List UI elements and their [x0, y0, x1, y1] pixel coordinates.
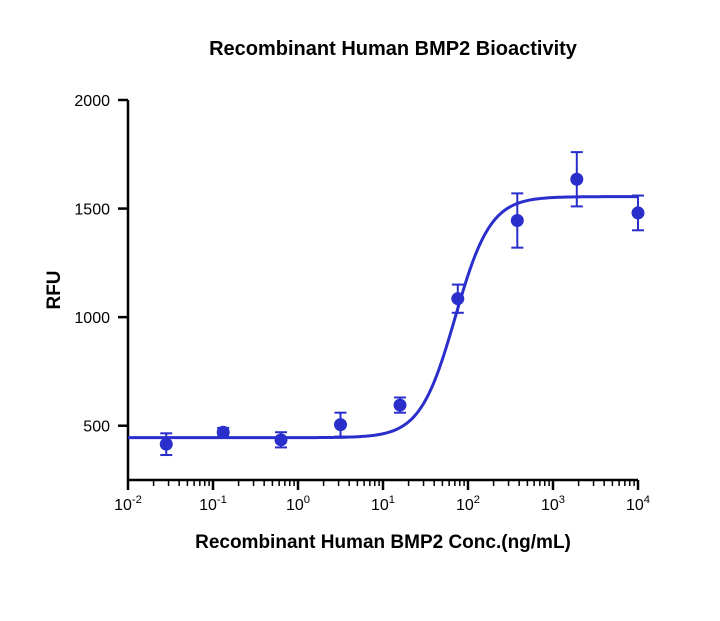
- y-tick-label: 500: [83, 419, 110, 436]
- y-tick-label: 1500: [74, 202, 110, 219]
- data-point: [334, 418, 347, 431]
- data-point: [570, 173, 583, 186]
- y-tick-label: 1000: [74, 310, 110, 327]
- y-axis-label: RFU: [44, 270, 65, 309]
- data-point: [511, 214, 524, 227]
- chart-title: Recombinant Human BMP2 Bioactivity: [209, 38, 578, 60]
- data-point: [217, 426, 230, 439]
- y-tick-label: 2000: [74, 93, 110, 110]
- data-point: [394, 399, 407, 412]
- data-point: [160, 438, 173, 451]
- chart-container: Recombinant Human BMP2 Bioactivity 500 100…: [0, 0, 720, 621]
- bioactivity-chart: Recombinant Human BMP2 Bioactivity 500 100…: [0, 0, 720, 621]
- data-point: [275, 433, 288, 446]
- data-point: [632, 206, 645, 219]
- x-axis-label: Recombinant Human BMP2 Conc.(ng/mL): [195, 532, 571, 553]
- data-point: [451, 292, 464, 305]
